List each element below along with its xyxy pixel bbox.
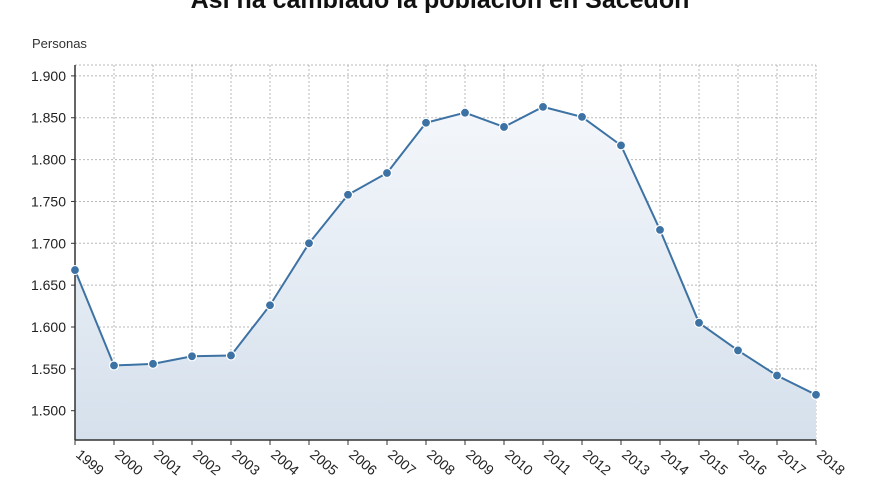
x-tick-label: 2014	[658, 446, 692, 478]
series-line	[74, 105, 817, 396]
data-point-2011	[537, 101, 549, 112]
x-tick-label: 2007	[385, 446, 419, 478]
data-point-2004	[264, 300, 276, 311]
y-tick-label: 1.750	[31, 193, 66, 209]
data-point-2001	[147, 358, 159, 369]
data-point-2000	[108, 360, 120, 371]
y-tick-label: 1.800	[31, 152, 66, 168]
data-point-2006	[342, 189, 354, 200]
x-tick-label: 2002	[190, 446, 224, 478]
data-point-2003	[225, 350, 237, 361]
y-tick-label: 1.850	[31, 110, 66, 126]
y-tick-label: 1.550	[31, 361, 66, 377]
x-tick-label: 2010	[502, 446, 536, 478]
x-tick-label: 2003	[229, 446, 263, 478]
x-tick-label: 2016	[736, 446, 770, 478]
x-ticks: 1999 2000 2001 2002 2003 2004 2005 2006 2007 2008…	[73, 440, 848, 478]
data-point-1999	[69, 264, 81, 276]
data-point-2017	[771, 370, 783, 381]
x-tick-label: 2000	[112, 446, 146, 478]
data-point-2008	[420, 117, 432, 128]
x-tick-label: 2006	[346, 446, 380, 478]
x-tick-label: 2008	[424, 446, 458, 478]
x-tick-label: 2001	[151, 446, 185, 478]
data-point-2015	[693, 317, 705, 328]
data-point-2005	[303, 238, 315, 249]
data-point-2018	[810, 389, 822, 400]
data-point-2009	[459, 107, 471, 118]
axes	[74, 65, 816, 441]
data-points	[69, 101, 822, 400]
data-point-2013	[615, 140, 627, 151]
y-axis-label: Personas	[32, 36, 87, 51]
x-tick-label: 1999	[73, 446, 107, 478]
x-tick-label: 2005	[307, 446, 341, 478]
x-tick-label: 2012	[580, 446, 614, 478]
data-point-2010	[498, 121, 510, 133]
data-point-2016	[732, 345, 744, 356]
y-ticks: 1.500 1.550 1.600 1.650 1.700 1.750 1.800 1.850…	[31, 68, 75, 419]
y-tick-label: 1.700	[31, 235, 66, 251]
x-tick-label: 2018	[814, 446, 848, 478]
chart-title: Así ha cambiado la población en Sacedón	[191, 0, 690, 14]
area-fill	[75, 106, 816, 441]
data-point-2012	[576, 111, 588, 122]
y-tick-label: 1.500	[31, 403, 66, 419]
x-tick-label: 2011	[541, 446, 575, 478]
y-tick-label: 1.650	[31, 277, 66, 293]
x-tick-label: 2004	[268, 446, 302, 478]
data-point-2014	[654, 224, 666, 235]
x-tick-label: 2017	[775, 446, 809, 478]
y-tick-label: 1.600	[31, 319, 66, 335]
x-tick-label: 2009	[463, 446, 497, 478]
x-tick-label: 2015	[697, 446, 731, 478]
y-tick-label: 1.900	[31, 68, 66, 84]
data-point-2002	[186, 351, 198, 362]
x-tick-label: 2013	[619, 446, 653, 478]
data-point-2007	[381, 167, 393, 179]
